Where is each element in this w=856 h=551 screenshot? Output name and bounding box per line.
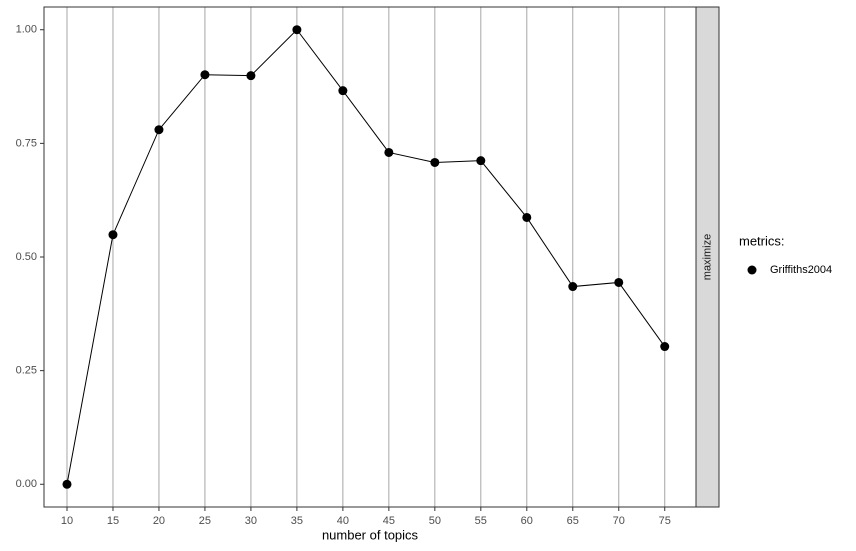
x-tick-label: 35 [291,515,303,527]
y-tick-label: 0.75 [16,137,37,149]
x-tick-label: 55 [475,515,487,527]
facet-label: maximize [701,234,713,280]
data-point [522,212,532,222]
x-tick-label: 15 [107,515,119,527]
x-axis-title: number of topics [322,527,419,542]
series-line [66,28,666,485]
facet-strip [695,6,720,508]
y-tick-label: 0.50 [16,251,37,263]
data-point [384,147,394,157]
x-tick-label: 20 [153,515,165,527]
x-tick-label: 25 [199,515,211,527]
data-point [476,156,486,166]
data-point [108,230,118,240]
data-point [614,277,624,287]
y-tick-label: 1.00 [16,24,37,36]
legend-title: metrics: [739,233,785,248]
data-point [200,70,210,80]
data-point [292,25,302,35]
x-tick-label: 10 [61,515,73,527]
data-point [62,479,72,489]
data-point [660,342,670,352]
x-tick-label: 60 [521,515,533,527]
data-point [430,157,440,167]
x-tick-label: 65 [567,515,579,527]
x-tick-label: 75 [659,515,671,527]
y-tick-label: 0.00 [16,478,37,490]
data-point [246,71,256,81]
y-tick-label: 0.25 [16,365,37,377]
data-point [568,282,578,292]
x-tick-label: 70 [613,515,625,527]
x-tick-label: 40 [337,515,349,527]
x-tick-label: 45 [383,515,395,527]
x-tick-label: 50 [429,515,441,527]
data-point [338,86,348,96]
legend-marker [747,265,757,275]
legend-label: Griffiths2004 [770,264,832,276]
data-point [154,125,164,135]
x-tick-label: 30 [245,515,257,527]
